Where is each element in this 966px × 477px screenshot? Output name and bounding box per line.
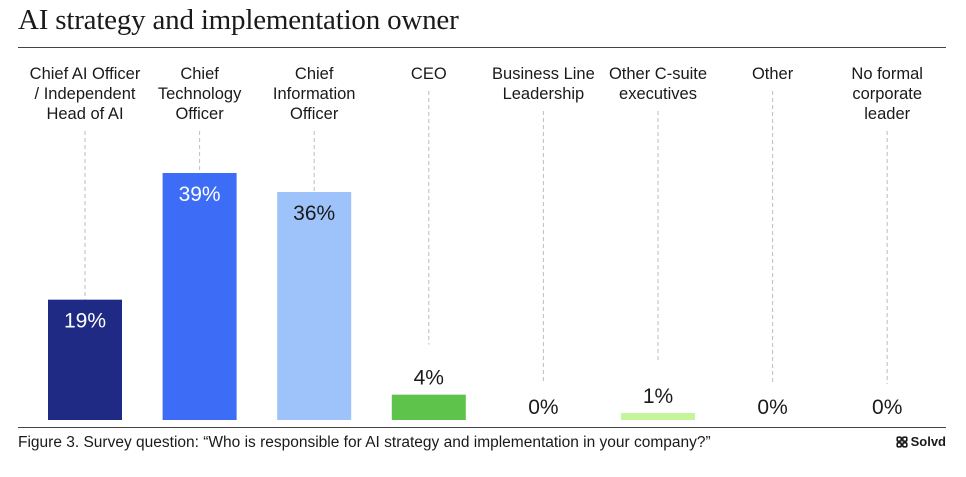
bar bbox=[621, 413, 695, 420]
category-label: Chief AI Officer bbox=[30, 65, 141, 83]
category-label: Information bbox=[273, 85, 356, 103]
value-label: 1% bbox=[643, 385, 673, 408]
category-label: corporate bbox=[852, 85, 922, 103]
category-label: Officer bbox=[290, 105, 339, 123]
category-label: Other C-suite bbox=[609, 65, 707, 83]
category-label: executives bbox=[619, 85, 697, 103]
chart-title: AI strategy and implementation owner bbox=[18, 4, 459, 36]
bar bbox=[48, 299, 122, 420]
category-label: leader bbox=[864, 105, 910, 123]
brand-logo: Solvd bbox=[895, 434, 946, 449]
category-label: No formal bbox=[851, 65, 923, 83]
value-label: 19% bbox=[64, 310, 106, 333]
category-label: Technology bbox=[158, 85, 242, 103]
bar bbox=[277, 192, 352, 420]
category-label: Chief bbox=[180, 65, 219, 83]
value-label: 0% bbox=[872, 396, 902, 419]
category-label: CEO bbox=[411, 65, 447, 83]
category-label: Business Line bbox=[492, 65, 595, 83]
brand-name: Solvd bbox=[910, 434, 946, 449]
category-label: Officer bbox=[175, 105, 224, 123]
solvd-logo-icon bbox=[895, 435, 908, 448]
category-label: Chief bbox=[295, 65, 334, 83]
value-label: 0% bbox=[757, 396, 787, 419]
value-label: 0% bbox=[528, 396, 558, 419]
category-label: Head of AI bbox=[46, 105, 123, 123]
caption-divider bbox=[18, 427, 946, 428]
figure-caption: Figure 3. Survey question: “Who is respo… bbox=[18, 434, 711, 451]
category-label: Other bbox=[752, 65, 794, 83]
title-divider bbox=[18, 47, 946, 48]
value-label: 36% bbox=[293, 202, 335, 225]
bar bbox=[162, 173, 237, 420]
category-label: Leadership bbox=[503, 85, 585, 103]
value-label: 39% bbox=[179, 183, 221, 206]
bar bbox=[391, 394, 466, 420]
category-label: / Independent bbox=[35, 85, 136, 103]
value-label: 4% bbox=[414, 367, 444, 390]
